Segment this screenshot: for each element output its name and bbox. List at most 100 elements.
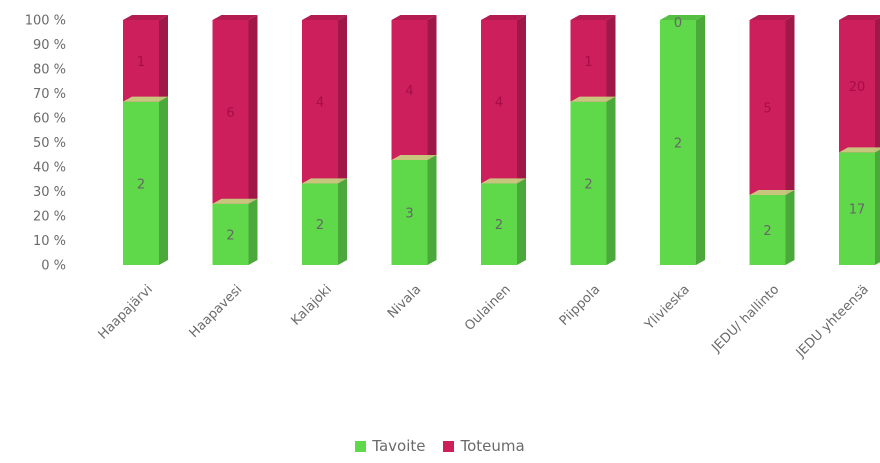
bar-side-toteuma (785, 15, 795, 195)
category-label: Piippola (557, 282, 604, 329)
category-label: Haapajärvi (96, 282, 156, 342)
bar-group: 2 5 JEDU/ hallinto (708, 15, 795, 356)
category-label: Ylivieska (642, 282, 693, 333)
legend-swatch-toteuma (443, 440, 455, 452)
bar-side-toteuma (338, 15, 347, 184)
y-tick-label: 20 % (33, 210, 66, 225)
data-label-tavoite: 2 (226, 228, 234, 243)
category-label: JEDU yhteensä (793, 282, 872, 361)
bar-side-tavoite (427, 155, 437, 265)
bar-group: 17 20 JEDU yhteensä (793, 15, 880, 361)
bar-segment-toteuma (123, 20, 159, 102)
bar-group: 2 0 Ylivieska (642, 15, 705, 333)
bar-side-tavoite (696, 15, 705, 265)
bar-junction (391, 155, 437, 160)
bar-group: 2 1 Haapajärvi (96, 15, 168, 342)
bar-top (391, 15, 437, 20)
bar-top (481, 15, 526, 20)
category-label: Haapavesi (187, 282, 246, 341)
y-tick-label: 100 % (25, 14, 66, 29)
bar-group: 2 6 Haapavesi (187, 15, 258, 341)
data-label-toteuma: 20 (849, 80, 866, 95)
legend-item-toteuma: Toteuma (443, 437, 525, 455)
bar-segment-tavoite (391, 160, 428, 265)
legend-label-tavoite: Tavoite (372, 437, 426, 455)
bar-segment-tavoite (481, 183, 517, 265)
legend-label-toteuma: Toteuma (460, 437, 525, 455)
y-tick-label: 10 % (33, 234, 66, 249)
bar-top (123, 15, 168, 20)
y-tick-label: 30 % (33, 185, 66, 200)
bar-segment-tavoite (749, 195, 786, 265)
bar-side-toteuma (517, 15, 526, 184)
bar-junction (212, 198, 258, 204)
bar-segment-toteuma (839, 20, 875, 153)
data-label-toteuma: 6 (226, 106, 234, 121)
bar-side-toteuma (606, 15, 616, 102)
data-label-tavoite: 2 (137, 177, 145, 192)
data-label-toteuma: 0 (674, 16, 682, 31)
bar-segment-tavoite (839, 152, 875, 265)
bar-segment-toteuma (749, 20, 786, 195)
bar-side-toteuma (159, 15, 168, 102)
bar-segment-tavoite (570, 101, 607, 266)
bar-junction (839, 147, 880, 153)
bar-side-tavoite (338, 178, 347, 265)
data-label-toteuma: 4 (405, 84, 413, 99)
y-tick-label: 80 % (33, 63, 66, 78)
category-label: Nivala (385, 282, 424, 321)
y-tick-label: 70 % (33, 87, 66, 102)
bar-segment-tavoite (660, 20, 696, 265)
data-label-toteuma: 1 (137, 55, 145, 70)
bar-group: 2 4 Oulainen (462, 15, 526, 334)
data-label-toteuma: 4 (316, 96, 324, 111)
bar-top (302, 15, 347, 20)
legend-swatch-tavoite (355, 440, 367, 452)
bar-junction (302, 178, 347, 184)
bar-junction (570, 96, 616, 102)
data-label-tavoite: 2 (316, 218, 324, 233)
bar-top (570, 15, 616, 20)
y-tick-label: 0 % (41, 259, 66, 274)
legend-item-tavoite: Tavoite (355, 437, 425, 455)
bar-side-tavoite (785, 190, 795, 265)
y-tick-label: 90 % (33, 38, 66, 53)
bar-side-tavoite (517, 178, 526, 265)
category-label: JEDU/ hallinto (708, 282, 782, 356)
legend: Tavoite Toteuma (0, 437, 880, 455)
data-label-tavoite: 2 (763, 224, 771, 239)
bar-junction (481, 178, 526, 184)
data-label-tavoite: 3 (405, 207, 413, 222)
bar-segment-tavoite (212, 203, 249, 265)
bar-top (660, 15, 705, 20)
bar-group: 2 4 Kalajoki (288, 15, 347, 329)
bar-side-tavoite (875, 149, 880, 265)
bar-group: 2 1 Piippola (557, 15, 616, 329)
bar-segment-toteuma (570, 20, 607, 102)
category-label: Kalajoki (288, 282, 334, 328)
bar-side-toteuma (875, 17, 880, 153)
data-label-tavoite: 2 (674, 137, 682, 152)
bar-side-toteuma (248, 15, 258, 204)
bar-side-toteuma (427, 15, 437, 160)
bar-group: 3 4 Nivala (385, 15, 437, 322)
bar-side-tavoite (159, 96, 168, 266)
data-label-toteuma: 4 (495, 96, 503, 111)
bar-top (749, 15, 795, 20)
bar-top (212, 15, 258, 20)
data-label-tavoite: 2 (584, 177, 592, 192)
category-label: Oulainen (462, 282, 514, 334)
data-label-tavoite: 2 (495, 218, 503, 233)
bar-junction (123, 96, 168, 102)
data-label-toteuma: 5 (763, 102, 771, 117)
bar-segment-toteuma (302, 20, 338, 184)
data-label-toteuma: 1 (584, 55, 592, 70)
bar-segment-tavoite (302, 183, 338, 265)
bar-side-tavoite (606, 96, 616, 266)
bar-segment-toteuma (481, 20, 517, 184)
bar-junction (749, 190, 795, 195)
y-tick-label: 40 % (33, 161, 66, 176)
y-tick-label: 50 % (33, 136, 66, 151)
bar-segment-toteuma (391, 20, 428, 160)
